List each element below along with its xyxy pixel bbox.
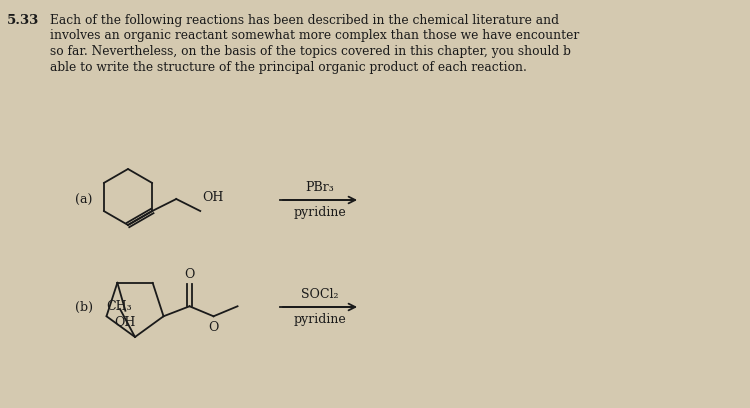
Text: O: O xyxy=(209,321,219,334)
Text: PBr₃: PBr₃ xyxy=(306,181,334,194)
Text: pyridine: pyridine xyxy=(294,313,346,326)
Text: so far. Nevertheless, on the basis of the topics covered in this chapter, you sh: so far. Nevertheless, on the basis of th… xyxy=(50,45,571,58)
Text: 5.33: 5.33 xyxy=(7,14,39,27)
Text: able to write the structure of the principal organic product of each reaction.: able to write the structure of the princ… xyxy=(50,60,526,73)
Text: (a): (a) xyxy=(75,193,92,206)
Text: OH: OH xyxy=(202,191,223,204)
Text: OH: OH xyxy=(115,316,136,329)
Text: SOCl₂: SOCl₂ xyxy=(302,288,339,301)
Text: Each of the following reactions has been described in the chemical literature an: Each of the following reactions has been… xyxy=(50,14,559,27)
Text: CH₃: CH₃ xyxy=(106,301,132,313)
Text: pyridine: pyridine xyxy=(294,206,346,219)
Text: O: O xyxy=(184,268,195,281)
Text: (b): (b) xyxy=(75,301,93,313)
Text: involves an organic reactant somewhat more complex than those we have encounter: involves an organic reactant somewhat mo… xyxy=(50,29,579,42)
